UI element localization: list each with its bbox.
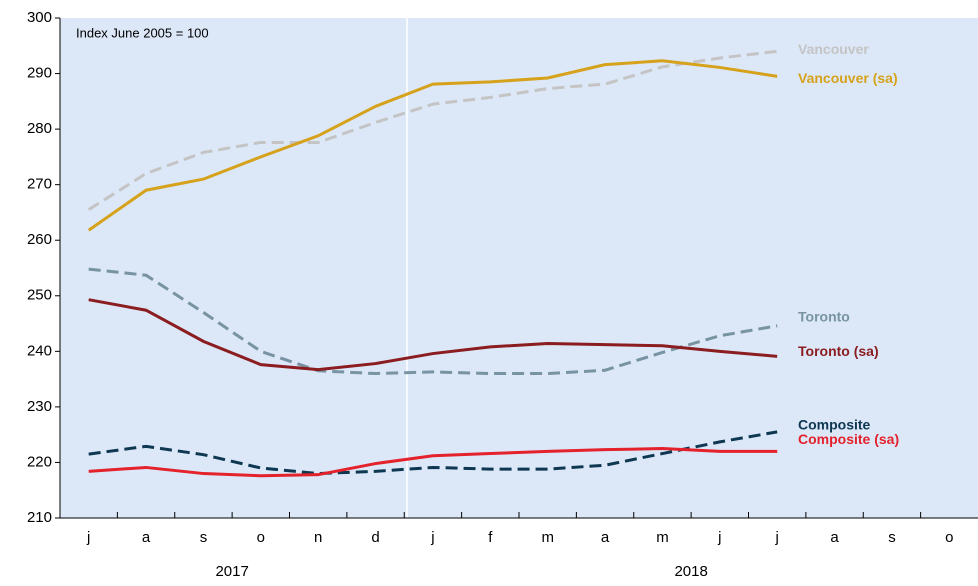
x-tick-label: a xyxy=(601,529,610,546)
y-tick-label: 240 xyxy=(27,342,52,359)
series-label: Toronto (sa) xyxy=(798,343,879,359)
series-label: Vancouver (sa) xyxy=(798,70,898,86)
x-tick-label: d xyxy=(371,529,379,546)
x-tick-label: m xyxy=(656,529,669,546)
plot-area xyxy=(60,18,978,518)
x-tick-label: o xyxy=(257,529,265,546)
year-label: 2017 xyxy=(215,563,248,580)
y-tick-label: 260 xyxy=(27,231,52,248)
series-label: Toronto xyxy=(798,308,850,324)
series-line xyxy=(87,49,778,211)
series-line xyxy=(87,59,778,232)
y-tick-label: 220 xyxy=(27,453,52,470)
x-tick-label: f xyxy=(488,529,493,546)
x-tick-label: o xyxy=(945,529,953,546)
x-tick-label: s xyxy=(888,529,896,546)
x-tick-label: n xyxy=(314,529,322,546)
series-line xyxy=(88,430,778,476)
series-label: Composite xyxy=(798,417,871,433)
y-tick-label: 270 xyxy=(27,176,52,193)
y-tick-label: 230 xyxy=(27,398,52,415)
x-tick-label: a xyxy=(142,529,151,546)
series-line xyxy=(88,267,778,376)
x-tick-label: s xyxy=(200,529,208,546)
year-label: 2018 xyxy=(674,563,707,580)
y-tick-label: 280 xyxy=(27,120,52,137)
y-tick-label: 290 xyxy=(27,65,52,82)
y-tick-label: 300 xyxy=(27,9,52,26)
x-tick-label: j xyxy=(86,529,90,546)
x-tick-label: j xyxy=(775,529,779,546)
series-line xyxy=(88,447,778,478)
x-tick-label: a xyxy=(830,529,839,546)
x-tick-label: m xyxy=(541,529,554,546)
annotation: Index June 2005 = 100 xyxy=(76,25,209,40)
x-tick-label: j xyxy=(430,529,434,546)
y-tick-label: 250 xyxy=(27,287,52,304)
series-label: Composite (sa) xyxy=(798,431,899,447)
x-tick-label: j xyxy=(717,529,721,546)
series-line xyxy=(88,298,778,372)
y-tick-label: 210 xyxy=(27,509,52,526)
series-label: Vancouver xyxy=(798,41,869,57)
